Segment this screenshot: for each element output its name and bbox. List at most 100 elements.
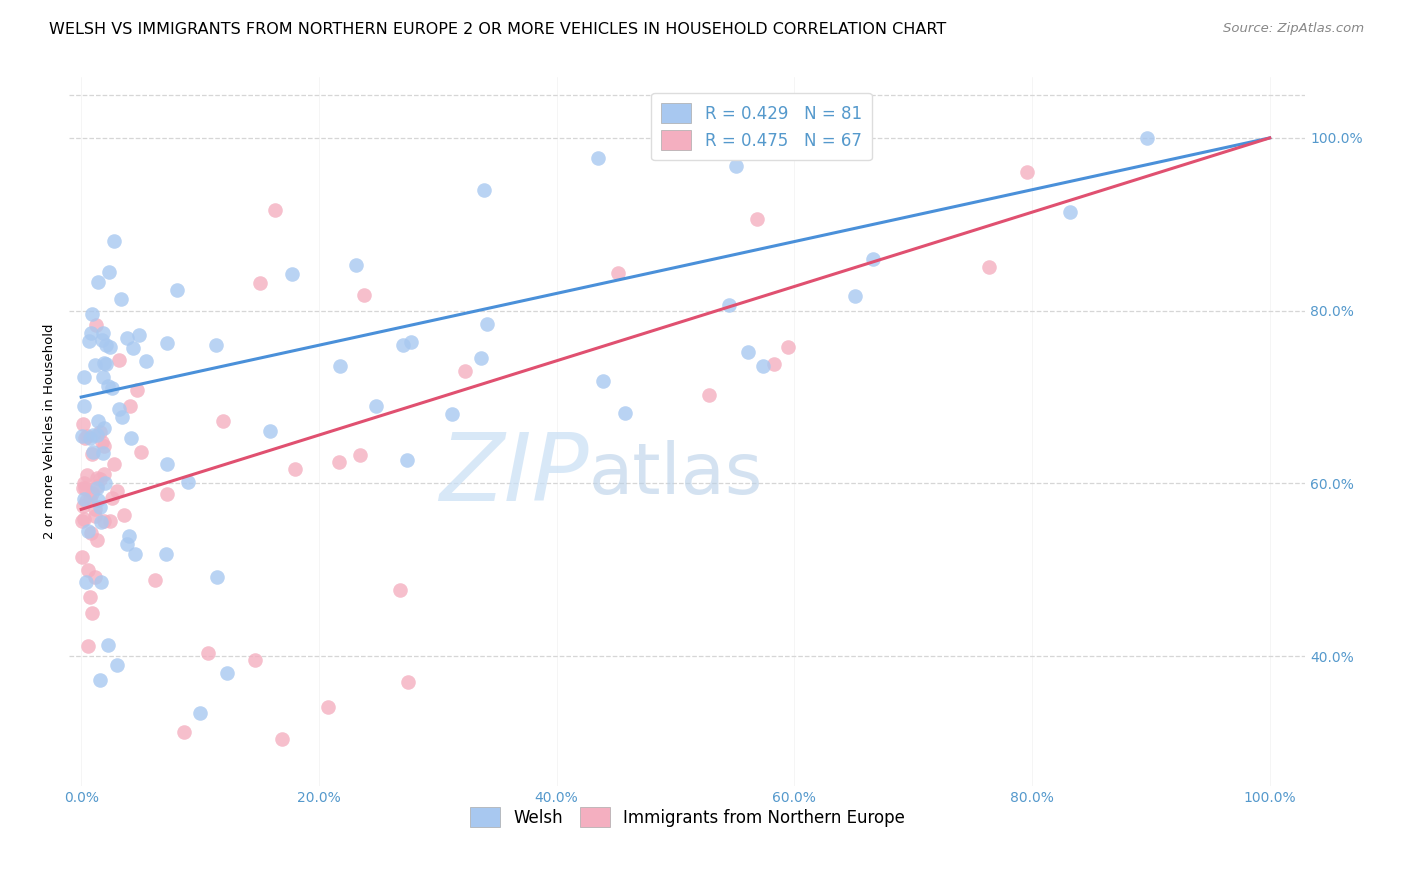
Point <box>73 492 96 507</box>
Point <box>396 674 419 689</box>
Text: atlas: atlas <box>589 440 763 508</box>
Point <box>91 446 114 460</box>
Point <box>72 475 94 490</box>
Point <box>776 340 799 354</box>
Point <box>217 665 239 680</box>
Point <box>93 356 115 370</box>
Point <box>156 458 179 472</box>
Point <box>77 524 100 538</box>
Point <box>86 428 108 442</box>
Point <box>100 381 122 395</box>
Point <box>73 369 96 384</box>
Point <box>454 364 477 378</box>
Point <box>80 486 103 500</box>
Point <box>72 514 94 528</box>
Point <box>751 359 773 373</box>
Point <box>115 331 138 345</box>
Point <box>122 341 145 355</box>
Point <box>844 289 866 303</box>
Point <box>105 658 128 673</box>
Point <box>93 439 115 453</box>
Point <box>862 252 884 266</box>
Point <box>166 283 188 297</box>
Point <box>80 526 103 541</box>
Point <box>73 481 96 495</box>
Point <box>97 638 120 652</box>
Point <box>259 424 281 438</box>
Point <box>72 481 94 495</box>
Point <box>79 326 101 340</box>
Point <box>190 706 212 720</box>
Point <box>91 434 114 449</box>
Point <box>75 575 97 590</box>
Point <box>129 444 152 458</box>
Point <box>89 673 111 687</box>
Point <box>127 383 149 397</box>
Point <box>72 500 94 514</box>
Point <box>470 351 492 365</box>
Point <box>86 492 108 507</box>
Point <box>75 493 97 508</box>
Point <box>472 183 495 197</box>
Point <box>101 491 124 505</box>
Point <box>388 582 411 597</box>
Point <box>82 445 104 459</box>
Point <box>284 462 307 476</box>
Point <box>90 333 112 347</box>
Point <box>97 265 120 279</box>
Point <box>73 512 96 526</box>
Point <box>87 275 110 289</box>
Point <box>87 413 110 427</box>
Point <box>349 448 371 462</box>
Point <box>977 260 1000 274</box>
Point <box>90 515 112 529</box>
Point <box>83 570 105 584</box>
Point <box>831 131 853 145</box>
Point <box>94 357 117 371</box>
Point <box>475 317 498 331</box>
Point <box>80 606 103 620</box>
Point <box>84 318 107 332</box>
Point <box>98 340 121 354</box>
Point <box>366 399 388 413</box>
Point <box>441 407 464 421</box>
Point <box>353 288 375 302</box>
Point <box>588 151 610 165</box>
Point <box>316 700 339 714</box>
Point <box>77 640 100 654</box>
Point <box>243 653 266 667</box>
Point <box>79 590 101 604</box>
Point <box>73 431 96 445</box>
Point <box>93 421 115 435</box>
Point <box>392 338 415 352</box>
Point <box>592 375 614 389</box>
Point <box>718 298 741 312</box>
Point <box>86 471 108 485</box>
Point <box>84 501 107 516</box>
Point <box>72 399 94 413</box>
Point <box>91 326 114 341</box>
Point <box>344 258 367 272</box>
Point <box>93 514 115 528</box>
Point <box>328 455 350 469</box>
Point <box>107 353 129 368</box>
Point <box>145 573 167 587</box>
Text: ZIP: ZIP <box>439 429 589 520</box>
Point <box>211 414 233 428</box>
Point <box>80 447 103 461</box>
Point <box>135 354 157 368</box>
Point <box>155 547 177 561</box>
Point <box>82 427 104 442</box>
Point <box>207 570 229 584</box>
Point <box>70 429 93 443</box>
Point <box>399 334 422 349</box>
Point <box>79 431 101 445</box>
Point <box>72 417 94 431</box>
Point <box>156 336 179 351</box>
Point <box>111 410 134 425</box>
Point <box>724 159 747 173</box>
Point <box>70 550 93 565</box>
Point <box>98 514 121 528</box>
Point <box>614 406 637 420</box>
Text: Source: ZipAtlas.com: Source: ZipAtlas.com <box>1223 22 1364 36</box>
